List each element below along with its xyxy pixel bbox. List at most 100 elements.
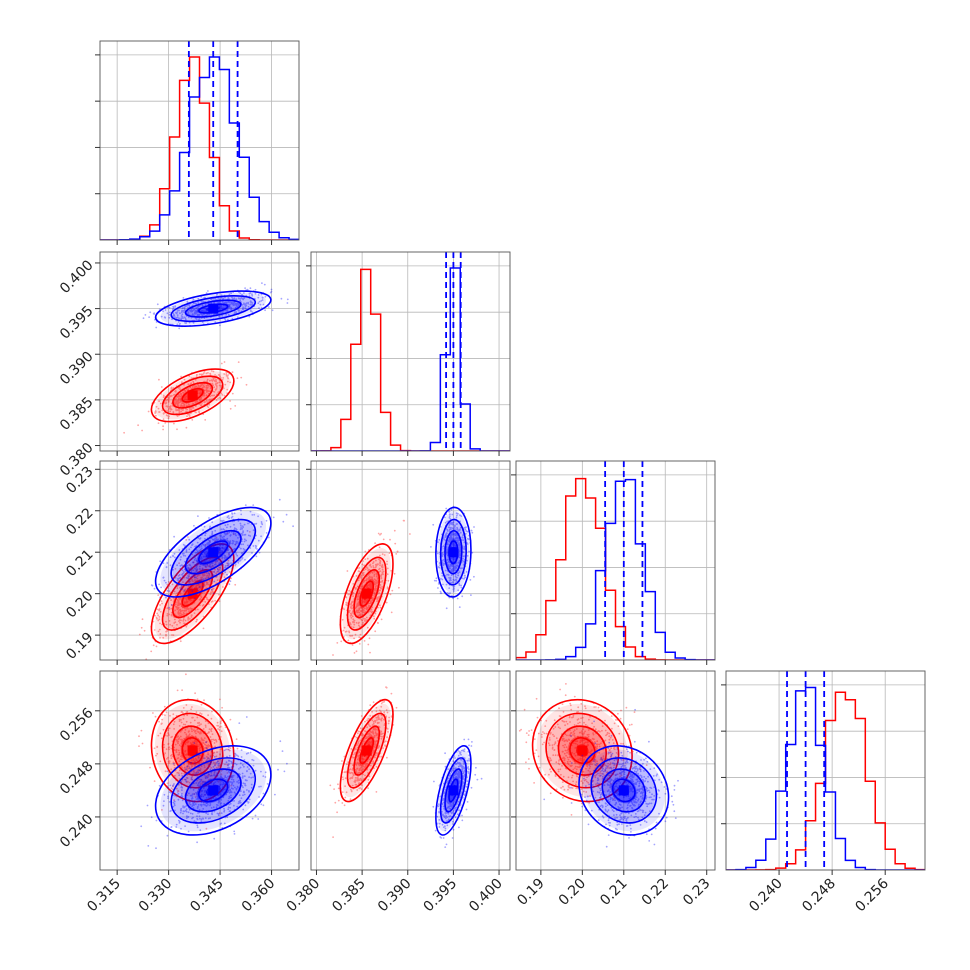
scatter-point	[441, 574, 444, 577]
scatter-point	[233, 298, 236, 301]
scatter-point	[368, 606, 370, 609]
scatter-point	[187, 607, 190, 610]
scatter-point	[234, 311, 236, 313]
scatter-point	[449, 540, 451, 543]
scatter-point	[468, 550, 470, 553]
scatter-point	[138, 633, 141, 636]
scatter-point	[164, 770, 167, 773]
scatter-point	[217, 800, 220, 803]
scatter-point	[227, 380, 229, 383]
scatter-point	[230, 292, 233, 295]
scatter-point	[177, 740, 180, 743]
scatter-point	[207, 372, 209, 374]
scatter-point	[346, 604, 348, 607]
scatter-point	[356, 585, 359, 588]
scatter-point	[248, 768, 251, 770]
scatter-point	[212, 587, 215, 590]
scatter-point	[224, 296, 226, 299]
scatter-point	[205, 310, 208, 312]
scatter-point	[177, 612, 180, 614]
scatter-point	[182, 297, 185, 299]
scatter-point	[199, 768, 202, 771]
scatter-point	[206, 598, 209, 601]
scatter-point	[348, 631, 351, 634]
scatter-point	[207, 576, 210, 579]
scatter-point	[170, 826, 173, 829]
scatter-point	[205, 389, 208, 392]
scatter-point	[198, 546, 201, 548]
scatter-point	[217, 570, 220, 573]
scatter-point	[225, 556, 227, 559]
scatter-point	[199, 732, 202, 735]
scatter-point	[184, 754, 187, 756]
scatter-point	[183, 714, 186, 717]
scatter-point	[458, 542, 460, 545]
scatter-point	[162, 728, 165, 731]
scatter-point	[369, 583, 372, 585]
scatter-point	[346, 570, 349, 572]
scatter-point	[248, 790, 250, 792]
scatter-point	[208, 565, 211, 567]
scatter-point	[205, 746, 208, 749]
scatter-point	[230, 771, 233, 773]
scatter-point	[163, 579, 166, 582]
scatter-point	[381, 580, 384, 582]
scatter-point	[196, 313, 199, 316]
scatter-point	[221, 790, 224, 793]
scatter-point	[226, 772, 229, 774]
scatter-point	[453, 566, 455, 569]
scatter-point	[186, 780, 189, 783]
scatter-point	[457, 541, 459, 543]
scatter-point	[452, 543, 455, 546]
scatter-point	[258, 300, 261, 303]
scatter-point	[456, 528, 458, 531]
scatter-point	[147, 410, 150, 413]
scatter-point	[148, 316, 151, 318]
scatter-point	[182, 409, 184, 412]
scatter-point	[216, 724, 219, 727]
scatter-point	[351, 634, 354, 637]
scatter-point	[154, 410, 157, 412]
scatter-point	[232, 548, 235, 551]
scatter-point	[370, 586, 373, 589]
scatter-point	[196, 815, 198, 818]
scatter-point	[194, 740, 197, 743]
scatter-point	[233, 527, 236, 530]
scatter-point	[191, 813, 194, 815]
scatter-point	[229, 776, 232, 779]
scatter-point	[464, 532, 467, 535]
scatter-point	[146, 804, 149, 807]
scatter-point	[353, 637, 355, 640]
scatter-point	[196, 306, 199, 308]
scatter-point	[441, 554, 443, 557]
scatter-point	[153, 629, 156, 631]
scatter-point	[194, 379, 197, 381]
scatter-point	[470, 529, 473, 532]
scatter-point	[169, 784, 172, 787]
scatter-point	[235, 738, 238, 741]
scatter-point	[178, 397, 180, 400]
scatter-point	[218, 381, 221, 384]
scatter-point	[450, 564, 453, 567]
scatter-point	[458, 554, 461, 557]
scatter-point	[212, 592, 215, 595]
scatter-point	[452, 544, 455, 547]
scatter-point	[369, 564, 372, 567]
scatter-point	[244, 303, 247, 305]
scatter-point	[233, 833, 236, 835]
scatter-point	[260, 770, 262, 773]
scatter-point	[366, 585, 369, 587]
scatter-point	[357, 603, 360, 606]
scatter-point	[186, 777, 189, 779]
scatter-point	[174, 621, 177, 623]
scatter-point	[452, 588, 455, 591]
scatter-point	[179, 610, 182, 613]
scatter-point	[169, 564, 172, 567]
scatter-point	[360, 574, 363, 577]
scatter-point	[226, 531, 229, 534]
scatter-point	[188, 762, 190, 765]
scatter-point	[198, 313, 201, 316]
scatter-point	[381, 586, 383, 588]
scatter-point	[224, 565, 227, 567]
scatter-point	[451, 533, 453, 535]
